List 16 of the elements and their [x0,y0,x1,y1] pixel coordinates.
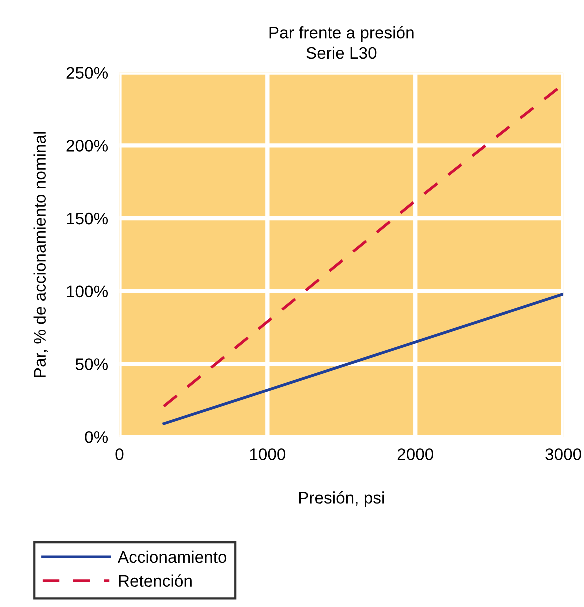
line-series [162,292,564,426]
legend-label: Accionamiento [118,550,227,564]
x-tick-label: 0 [116,448,124,460]
x-axis-title: Presión, psi [299,491,384,508]
y-tick-label: 100% [67,286,108,298]
x-tick-label: 1000 [250,448,286,460]
y-tick-label: 200% [66,140,108,152]
y-tick-label: 0% [85,431,108,444]
y-tick-label: 250% [66,67,108,80]
y-axis-title: Par, % de accionamiento nominal [34,132,48,378]
x-tick-label: 3000 [546,448,582,460]
y-tick-label: 50% [76,358,108,370]
x-tick-label: 2000 [398,448,434,460]
y-tick-label: 150% [67,212,108,225]
legend-label: Retención [119,574,192,588]
chart-title: Par frente a presión Serie L30 [270,26,414,60]
